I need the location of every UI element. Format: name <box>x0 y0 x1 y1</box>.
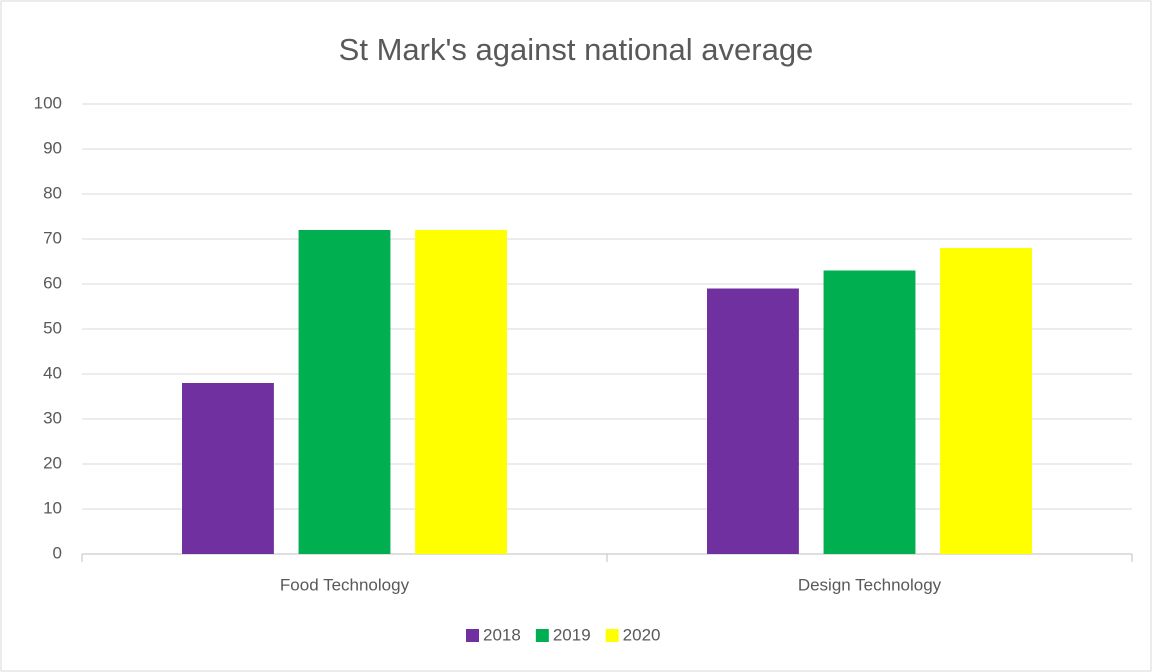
y-tick-label: 80 <box>43 183 62 202</box>
bar <box>823 270 916 554</box>
legend-swatch <box>466 629 479 642</box>
bar <box>182 383 274 554</box>
bar <box>415 230 507 554</box>
y-tick-label: 20 <box>43 453 62 472</box>
legend-swatch <box>605 629 619 642</box>
bar <box>940 248 1032 554</box>
y-tick-label: 70 <box>43 228 62 247</box>
y-tick-label: 100 <box>34 93 62 112</box>
x-tick-label: Design Technology <box>798 575 942 594</box>
x-tick-label: Food Technology <box>280 575 410 594</box>
y-tick-label: 0 <box>53 543 62 562</box>
y-tick-label: 50 <box>43 318 62 337</box>
bar <box>707 288 799 554</box>
legend-label: 2019 <box>553 625 591 644</box>
y-tick-label: 60 <box>43 273 62 292</box>
legend-swatch <box>535 629 549 642</box>
y-tick-label: 40 <box>43 363 62 382</box>
bar <box>298 230 391 554</box>
y-tick-label: 10 <box>43 498 62 517</box>
y-tick-label: 90 <box>43 138 62 157</box>
legend-label: 2018 <box>483 625 521 644</box>
legend-label: 2020 <box>623 625 661 644</box>
y-tick-label: 30 <box>43 408 62 427</box>
chart-title: St Mark's against national average <box>339 32 814 67</box>
